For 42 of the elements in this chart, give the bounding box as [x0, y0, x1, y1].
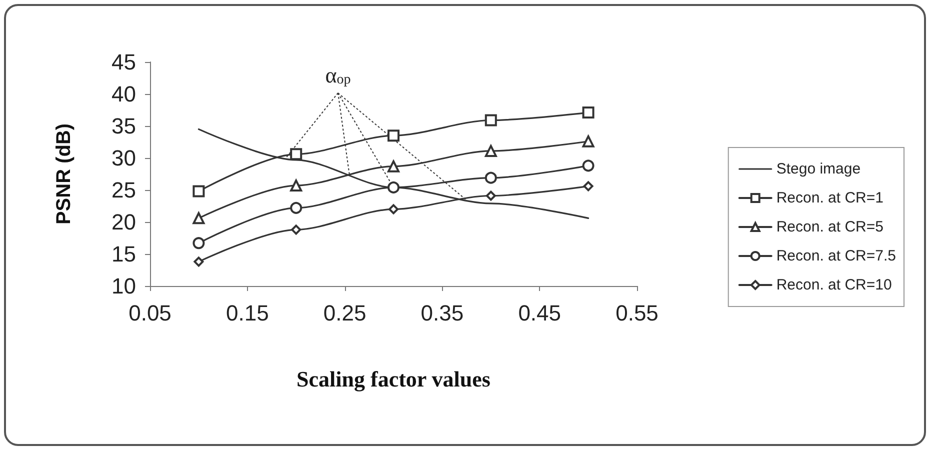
legend-label: Recon. at CR=5: [776, 218, 884, 236]
y-tick-label: 10: [112, 274, 136, 298]
point: [583, 181, 594, 192]
point: [194, 256, 204, 267]
point: [582, 106, 594, 119]
point: [484, 172, 497, 184]
point: [388, 130, 400, 142]
y-tick-label: 45: [112, 50, 136, 74]
point: [486, 190, 496, 201]
point: [582, 160, 594, 172]
x-tick-label: 0.05: [128, 300, 172, 326]
y-tick-label: 40: [112, 82, 136, 106]
y-tick-label: 30: [112, 146, 136, 170]
point: [484, 114, 497, 126]
x-tick-label: 0.15: [226, 300, 269, 326]
point: [192, 185, 205, 198]
legend-label: Recon. at CR=7.5: [776, 248, 896, 264]
point: [388, 181, 400, 194]
legend-label: Recon. at CR=1: [776, 190, 884, 206]
annotation: αop: [325, 62, 351, 88]
x-tick-label: 0.45: [518, 300, 562, 326]
legend-label: Recon. at CR=10: [776, 276, 892, 294]
x-tick-label: 0.35: [420, 300, 464, 326]
point: [291, 224, 302, 235]
point: [192, 237, 205, 250]
y-axis-title: PSNR (dB): [53, 123, 75, 225]
x-tick-label: 0.55: [616, 300, 658, 326]
point: [290, 180, 302, 192]
point: [388, 204, 398, 214]
point: [582, 135, 594, 148]
y-tick-label: 35: [112, 114, 136, 138]
point: [192, 212, 205, 224]
x-axis-title: Scaling factor values: [296, 366, 491, 392]
x-tick-label: 0.25: [323, 300, 366, 326]
point: [290, 202, 302, 214]
y-tick-label: 15: [112, 242, 136, 266]
y-tick-label: 25: [112, 178, 136, 202]
point: [484, 144, 497, 157]
legend-label: Stego image: [776, 160, 861, 178]
point: [388, 160, 400, 172]
y-tick-label: 20: [112, 210, 136, 234]
point: [290, 148, 302, 160]
